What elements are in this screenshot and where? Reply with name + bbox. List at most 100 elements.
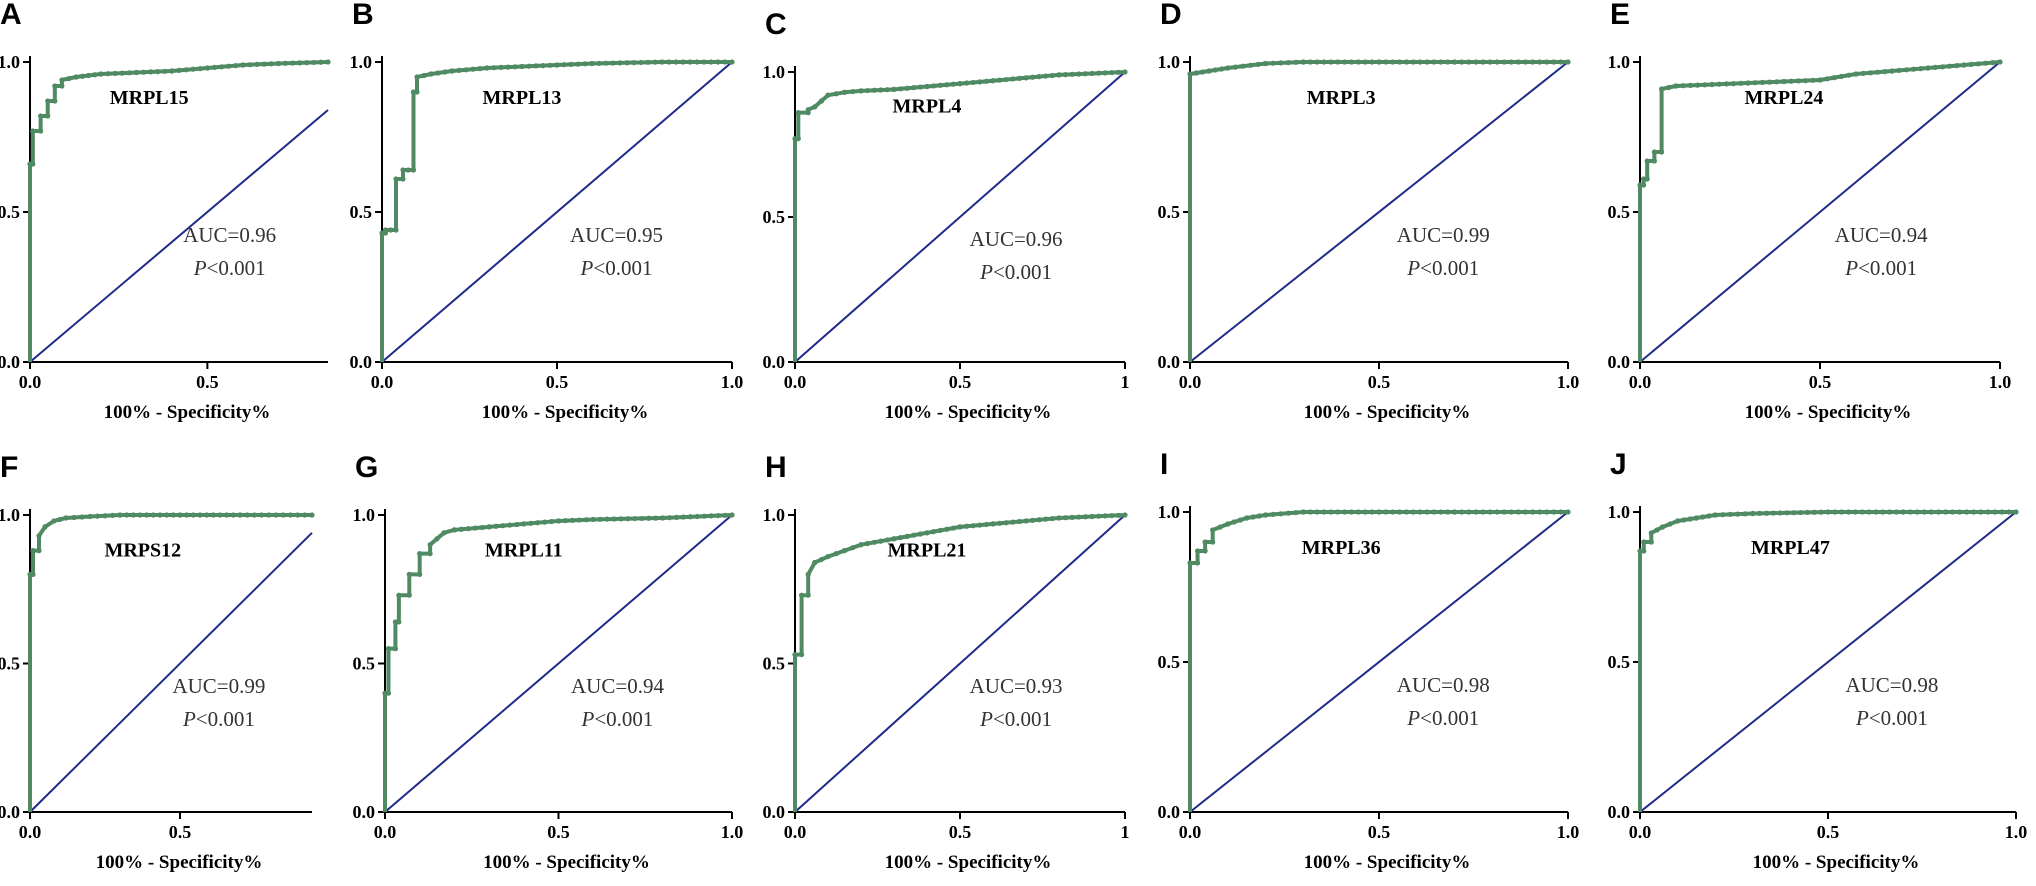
roc-point	[1659, 149, 1665, 155]
roc-point	[500, 523, 506, 529]
roc-point	[1466, 59, 1472, 65]
roc-point	[410, 167, 417, 173]
roc-point	[1875, 69, 1881, 75]
roc-point	[124, 512, 130, 518]
roc-point	[1194, 560, 1201, 566]
roc-point	[218, 64, 225, 70]
roc-point	[393, 227, 399, 233]
roc-point	[850, 545, 856, 551]
roc-point	[818, 556, 825, 563]
x-tick-label: 0.5	[547, 822, 570, 842]
roc-point	[52, 83, 58, 89]
roc-panel-g: G 0.0 0.5 1.0 0.0 0.5 1.0 100% - Specificity% MR…	[353, 451, 744, 873]
roc-point	[1255, 61, 1261, 67]
x-tick-label: 0.5	[949, 372, 972, 392]
roc-point	[1010, 76, 1016, 82]
x-tick-label: 0.5	[196, 372, 219, 392]
roc-point	[680, 514, 687, 520]
roc-point	[414, 89, 420, 95]
p-symbol: P	[581, 707, 595, 731]
panel-letter: A	[0, 0, 22, 31]
roc-point	[1810, 77, 1816, 83]
roc-point	[456, 67, 462, 73]
roc-point	[1839, 509, 1845, 515]
p-threshold: <0.001	[207, 256, 266, 280]
x-axis-title: 100% - Specificity%	[885, 852, 1052, 873]
roc-point	[1122, 512, 1128, 518]
roc-point	[1644, 158, 1650, 164]
x-tick-label: 0.5	[1368, 372, 1391, 392]
roc-point	[1003, 76, 1009, 83]
roc-point	[708, 59, 714, 65]
roc-point	[164, 512, 170, 518]
roc-point	[1918, 66, 1924, 72]
reference-line	[384, 514, 733, 813]
roc-curve	[28, 513, 312, 812]
roc-point	[1069, 514, 1075, 520]
roc-point	[1328, 509, 1334, 515]
roc-point	[795, 110, 801, 116]
roc-point	[660, 515, 666, 521]
roc-point	[639, 515, 645, 522]
roc-point	[1903, 67, 1909, 73]
roc-point	[1811, 509, 1817, 515]
roc-point	[1076, 514, 1082, 520]
roc-point	[1270, 60, 1276, 66]
roc-point	[1939, 64, 1945, 70]
roc-point	[1122, 69, 1128, 75]
roc-panel-e: E 0.0 0.5 1.0 0.0 0.5 1.0 100% - Specificity% MR…	[1608, 0, 2012, 423]
p-value-label: P<0.001	[1844, 256, 1917, 280]
roc-point	[646, 515, 652, 521]
roc-point	[275, 60, 281, 67]
roc-point	[87, 513, 93, 520]
roc-point	[1210, 527, 1216, 533]
roc-point	[1314, 509, 1320, 515]
roc-point	[38, 113, 44, 119]
gene-label: MRPL3	[1307, 87, 1376, 109]
roc-point	[268, 61, 274, 67]
roc-point	[1911, 66, 1917, 72]
roc-point	[1210, 539, 1216, 545]
roc-point	[512, 64, 518, 70]
roc-point	[521, 521, 527, 527]
roc-point	[441, 530, 447, 536]
x-axis-title: 100% - Specificity%	[482, 402, 649, 423]
gene-label: MRPL11	[485, 540, 563, 562]
roc-point	[417, 571, 423, 578]
roc-point	[1702, 82, 1708, 88]
x-tick-label: 0.5	[546, 372, 569, 392]
roc-point	[1882, 69, 1888, 75]
roc-point	[1069, 71, 1075, 77]
roc-point	[1784, 510, 1790, 516]
reference-line	[794, 514, 1126, 813]
y-tick-label: 0.5	[1608, 652, 1631, 672]
roc-point	[1193, 70, 1199, 76]
roc-point	[722, 512, 728, 518]
roc-point	[261, 61, 267, 67]
roc-point	[1410, 59, 1416, 65]
roc-point	[42, 524, 48, 530]
roc-point	[1853, 71, 1859, 77]
roc-point	[1362, 509, 1368, 515]
roc-point	[484, 65, 490, 71]
gene-label: MRPL47	[1751, 537, 1830, 559]
y-tick-label: 0.5	[1158, 202, 1181, 222]
roc-point	[479, 524, 485, 531]
roc-point	[1102, 513, 1108, 519]
p-threshold: <0.001	[993, 707, 1052, 731]
y-tick-label: 0.5	[350, 202, 373, 222]
roc-point	[498, 64, 504, 70]
p-symbol: P	[1406, 256, 1420, 280]
roc-point	[1880, 509, 1886, 515]
y-tick-label: 0.0	[0, 352, 20, 372]
roc-point	[66, 75, 72, 82]
y-tick-label: 0.0	[1158, 352, 1181, 372]
auc-label: AUC=0.93	[970, 674, 1063, 698]
p-threshold: <0.001	[593, 256, 652, 280]
roc-point	[417, 551, 423, 557]
roc-point	[1321, 59, 1327, 65]
roc-point	[1403, 59, 1410, 65]
roc-point	[575, 61, 581, 67]
roc-point	[1651, 158, 1657, 164]
roc-point	[833, 91, 839, 97]
